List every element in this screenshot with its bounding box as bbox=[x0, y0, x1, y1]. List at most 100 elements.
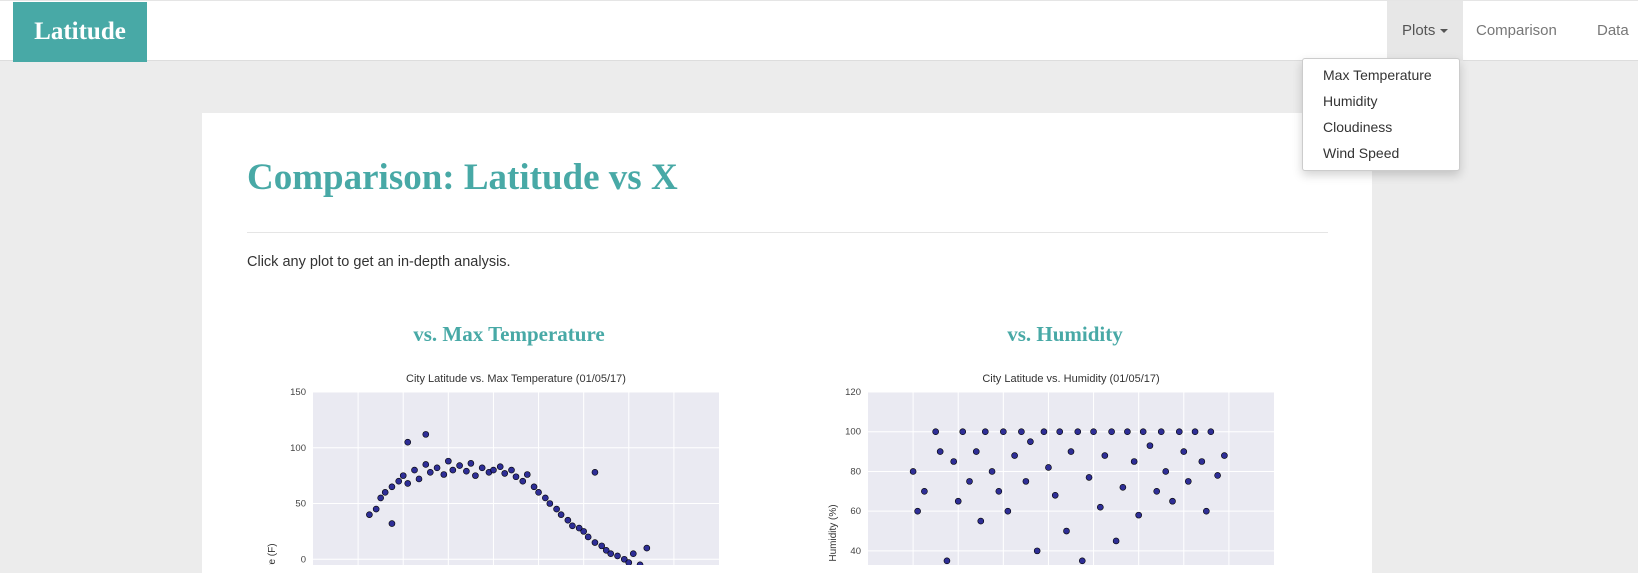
scatter-point bbox=[542, 494, 549, 502]
scatter-point bbox=[1119, 484, 1127, 491]
scatter-point bbox=[1221, 452, 1228, 459]
scatter-point bbox=[575, 524, 583, 532]
scatter-point bbox=[388, 483, 396, 491]
scatter-point bbox=[936, 448, 944, 455]
scatter-point bbox=[456, 462, 463, 469]
scatter-point bbox=[1153, 487, 1161, 495]
dropdown-item[interactable]: Max Temperature bbox=[1323, 67, 1432, 83]
scatter-point bbox=[440, 471, 448, 478]
scatter-point bbox=[602, 547, 610, 554]
scatter-point bbox=[1101, 452, 1109, 459]
scatter-point bbox=[932, 428, 939, 436]
scatter-point bbox=[564, 516, 572, 524]
scatter-point bbox=[372, 505, 380, 513]
y-tick-label: 100 bbox=[845, 427, 861, 438]
y-axis-label: Max Temperature (F) bbox=[267, 543, 278, 565]
scatter-point bbox=[584, 533, 592, 541]
scatter-point bbox=[972, 448, 980, 455]
scatter-point bbox=[463, 467, 470, 475]
plot-title: City Latitude vs. Humidity (01/05/17) bbox=[982, 373, 1159, 385]
nav-plots[interactable]: Plots bbox=[1387, 1, 1464, 61]
scatter-point bbox=[1146, 442, 1154, 449]
divider bbox=[247, 232, 1328, 233]
scatter-point bbox=[995, 487, 1003, 495]
dropdown-item[interactable]: Wind Speed bbox=[1323, 145, 1400, 161]
scatter-point bbox=[1135, 511, 1142, 519]
scatter-point bbox=[433, 464, 441, 472]
scatter-point bbox=[535, 489, 542, 496]
scatter-point bbox=[422, 431, 430, 438]
scatter-point bbox=[366, 511, 373, 518]
scatter-point bbox=[1000, 428, 1007, 436]
scatter-point bbox=[490, 466, 497, 474]
scatter-point bbox=[909, 468, 917, 475]
scatter-point bbox=[1184, 478, 1192, 485]
scatter-point bbox=[1090, 428, 1097, 436]
scatter-plot[interactable]: City Latitude vs. Max Temperature (01/05… bbox=[267, 373, 719, 565]
scatter-point bbox=[591, 539, 599, 546]
scatter-point bbox=[1027, 438, 1034, 445]
scatter-point bbox=[449, 466, 457, 474]
scatter-plot[interactable]: City Latitude vs. Humidity (01/05/17) 40 6… bbox=[828, 373, 1274, 565]
scatter-point bbox=[388, 520, 396, 527]
scatter-point bbox=[557, 511, 565, 518]
scatter-point bbox=[1139, 428, 1147, 436]
scatter-point bbox=[629, 550, 637, 557]
scatter-point bbox=[1004, 507, 1012, 515]
plot-heading[interactable]: vs. Max Temperature bbox=[413, 322, 605, 346]
scatter-point bbox=[1051, 491, 1059, 499]
scatter-point bbox=[580, 528, 587, 535]
y-tick-label: 60 bbox=[850, 506, 861, 517]
scatter-point bbox=[988, 468, 996, 475]
scatter-point bbox=[620, 555, 628, 563]
scatter-point bbox=[523, 471, 531, 478]
scatter-point bbox=[1022, 478, 1030, 485]
scatter-point bbox=[411, 466, 418, 474]
dropdown-item[interactable]: Humidity bbox=[1323, 93, 1378, 109]
scatter-point bbox=[445, 457, 452, 465]
scatter-point bbox=[496, 463, 504, 471]
scatter-point bbox=[1011, 452, 1018, 459]
brand[interactable]: Latitude bbox=[13, 2, 147, 62]
scatter-point bbox=[614, 552, 621, 560]
scatter-point bbox=[1040, 428, 1048, 436]
nav-data[interactable]: Data bbox=[1597, 22, 1629, 39]
plot-heading[interactable]: vs. Humidity bbox=[1007, 322, 1123, 346]
scatter-point bbox=[598, 542, 606, 550]
scatter-point bbox=[381, 489, 389, 496]
navbar: Latitude Plots Comparison Data bbox=[0, 0, 1638, 62]
scatter-point bbox=[1214, 472, 1221, 479]
y-tick-label: 120 bbox=[845, 387, 861, 398]
scatter-point bbox=[1169, 497, 1176, 505]
y-tick-label: 150 bbox=[290, 387, 306, 398]
scatter-point bbox=[404, 438, 412, 446]
scatter-point bbox=[1130, 458, 1138, 465]
intro-text: Click any plot to get an in-depth analys… bbox=[247, 254, 511, 270]
scatter-point bbox=[519, 477, 527, 485]
scatter-point bbox=[625, 559, 633, 565]
scatter-point bbox=[959, 428, 967, 436]
scatter-point bbox=[546, 500, 554, 507]
plot-area bbox=[868, 392, 1274, 565]
scatter-point bbox=[1063, 527, 1070, 535]
scatter-point bbox=[1207, 428, 1215, 436]
dropdown-item[interactable]: Cloudiness bbox=[1323, 119, 1393, 135]
scatter-point bbox=[1112, 537, 1120, 545]
scatter-point bbox=[1085, 474, 1093, 481]
scatter-point bbox=[1162, 468, 1170, 475]
scatter-point bbox=[399, 472, 407, 479]
scatter-point bbox=[966, 478, 973, 485]
scatter-point bbox=[1033, 547, 1041, 555]
scatter-point bbox=[950, 458, 958, 465]
y-tick-label: 80 bbox=[850, 466, 861, 477]
scatter-point bbox=[607, 550, 615, 557]
nav-comparison[interactable]: Comparison bbox=[1476, 22, 1557, 39]
scatter-point bbox=[1175, 428, 1183, 436]
scatter-point bbox=[1198, 458, 1206, 465]
scatter-point bbox=[591, 468, 599, 476]
y-tick-label: 100 bbox=[290, 443, 306, 454]
scatter-point bbox=[1191, 428, 1199, 436]
scatter-point bbox=[530, 483, 538, 491]
